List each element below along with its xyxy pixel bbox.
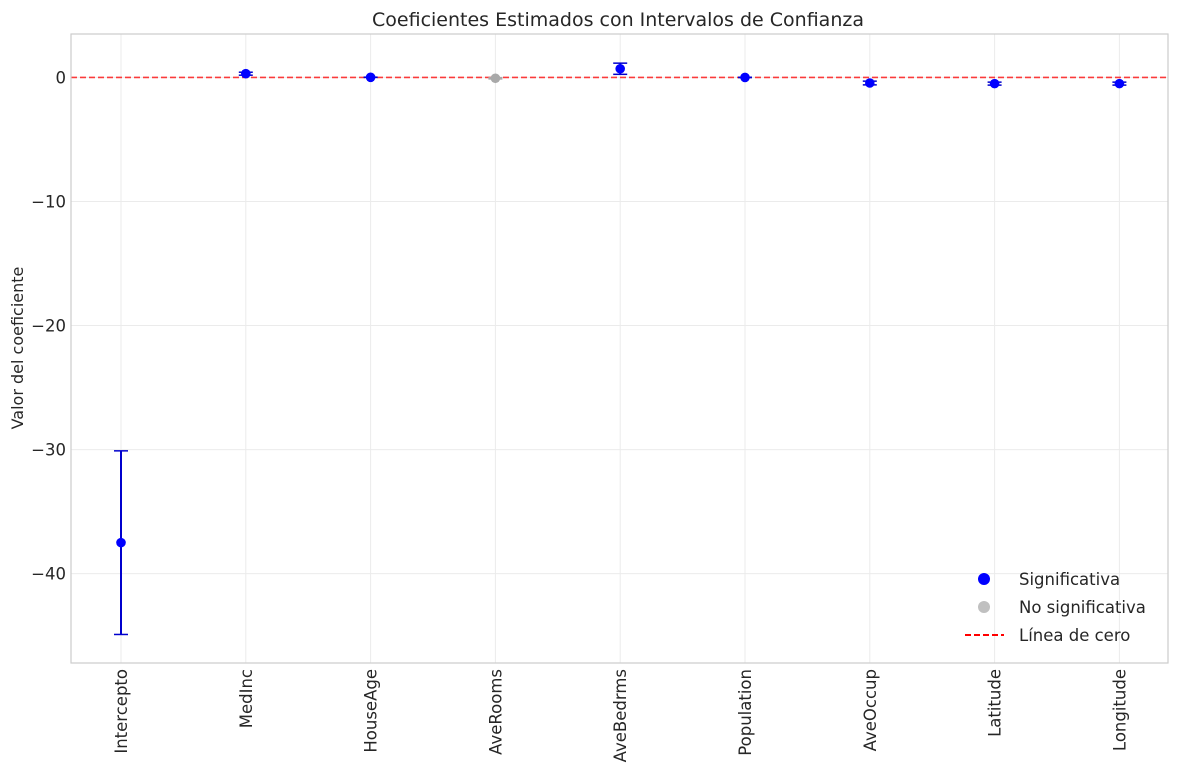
x-ticks: Intercepto MedInc HouseAge AveRooms AveBedrm…: [112, 669, 1129, 762]
coefficient-point: [615, 63, 625, 74]
coefficient-point: [365, 72, 376, 83]
coefficient-intercepto: [114, 450, 128, 636]
coefficient-point: [740, 72, 750, 83]
plot-frame: [70, 33, 1169, 664]
chart-title: Coeficientes Estimados con Intervalos de…: [372, 9, 864, 31]
x-tick-label: Latitude: [986, 669, 1005, 737]
coefficient-avebedrms: [613, 62, 628, 76]
y-tick-label: −30: [31, 441, 66, 460]
legend-label: Significativa: [1019, 570, 1120, 589]
coefficient-marks: [114, 62, 1127, 636]
y-tick-label: −20: [31, 317, 66, 336]
y-tick-label: −40: [31, 565, 66, 584]
x-tick-label: Longitude: [1110, 669, 1129, 751]
coefficient-point: [989, 78, 1000, 89]
coefficient-longitude: [1112, 78, 1127, 89]
y-ticks: 0 −10 −20 −30 −40: [31, 68, 66, 583]
coefficient-averooms: [488, 73, 503, 84]
y-tick-label: 0: [56, 68, 67, 87]
coefficient-point: [490, 73, 501, 84]
coefficient-medinc: [238, 68, 253, 79]
coefficient-point: [241, 68, 251, 79]
legend-marker: [978, 573, 990, 585]
legend-label: No significativa: [1019, 598, 1146, 617]
coefficient-latitude: [987, 78, 1002, 89]
y-axis-label: Valor del coeficiente: [8, 267, 27, 430]
legend-item: No significativa: [978, 598, 1146, 617]
x-tick-label: AveRooms: [486, 669, 505, 755]
legend-label: Línea de cero: [1019, 626, 1130, 645]
x-tick-label: AveOccup: [861, 669, 880, 751]
coefficient-point: [1114, 78, 1125, 89]
coefficient-point: [865, 78, 875, 88]
x-tick-label: AveBedrms: [611, 669, 630, 762]
legend-marker: [978, 601, 990, 613]
coefficient-point: [116, 537, 126, 548]
y-tick-label: −10: [31, 192, 66, 211]
x-tick-label: Population: [736, 669, 755, 756]
coefficient-population: [738, 72, 752, 83]
grid: [71, 34, 1168, 663]
x-tick-label: HouseAge: [362, 669, 381, 753]
legend: Significativa No significativa Línea de ce…: [965, 570, 1146, 645]
legend-item: Significativa: [978, 570, 1120, 589]
coefficient-aveoccup: [862, 78, 877, 88]
x-tick-label: MedInc: [237, 669, 256, 728]
coefficient-houseage: [363, 72, 378, 83]
x-tick-label: Intercepto: [112, 669, 131, 754]
legend-item: Línea de cero: [965, 626, 1130, 645]
